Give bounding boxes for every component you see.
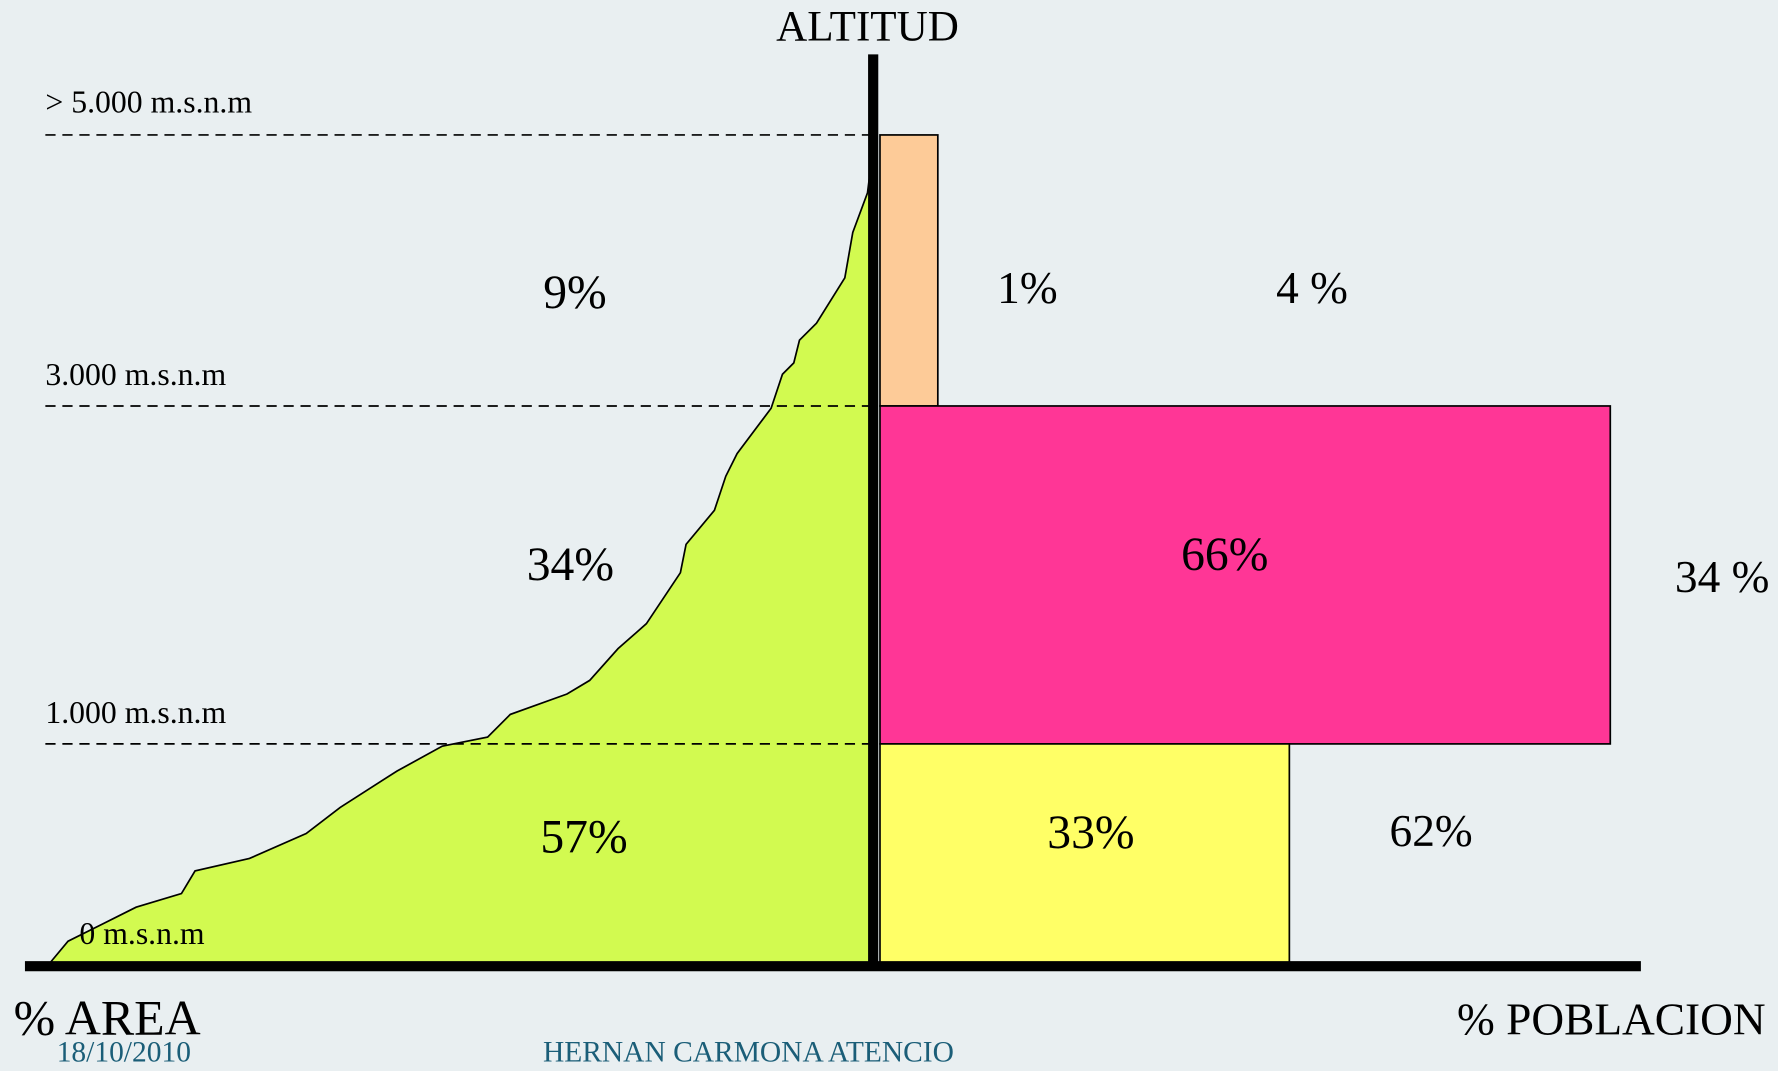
population-share: 66%	[1181, 529, 1268, 581]
footer-author: HERNAN CARMONA ATENCIO	[543, 1036, 954, 1068]
population-share: 33%	[1047, 807, 1134, 859]
other-share: 62%	[1390, 806, 1473, 856]
title: ALTITUD	[776, 4, 959, 51]
altitude-label: 0 m.s.n.m	[79, 916, 205, 951]
footer-date: 18/10/2010	[57, 1036, 191, 1068]
other-share: 4 %	[1276, 263, 1348, 313]
diagram: ALTITUD > 5.000 m.s.n.m 3.000 m.s.n.m 1.…	[0, 0, 1778, 1071]
area-share: 9%	[543, 267, 606, 319]
bar-high	[880, 135, 938, 406]
altitude-label: 3.000 m.s.n.m	[45, 357, 226, 392]
other-share: 34 %	[1675, 552, 1769, 602]
altitude-label: 1.000 m.s.n.m	[45, 695, 226, 730]
population-share: 1%	[997, 263, 1057, 313]
area-share: 57%	[540, 811, 627, 863]
area-share: 34%	[527, 539, 614, 591]
axis-label: % POBLACION	[1457, 994, 1766, 1044]
altitude-label: > 5.000 m.s.n.m	[45, 85, 252, 120]
